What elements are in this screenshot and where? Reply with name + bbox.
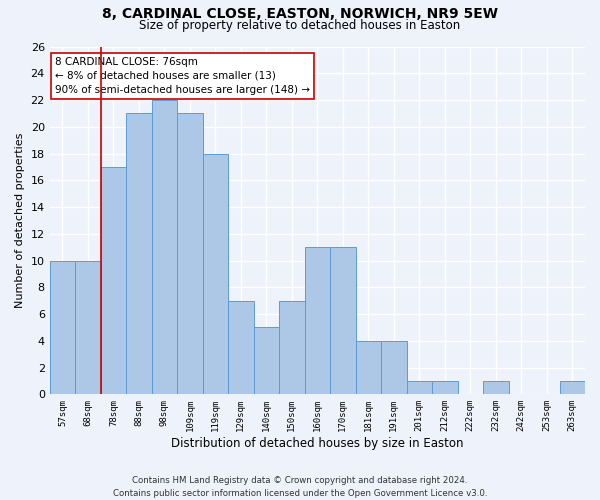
Bar: [356, 341, 381, 394]
Bar: [152, 100, 177, 394]
Bar: [305, 247, 330, 394]
Text: 8 CARDINAL CLOSE: 76sqm
← 8% of detached houses are smaller (13)
90% of semi-det: 8 CARDINAL CLOSE: 76sqm ← 8% of detached…: [55, 57, 310, 95]
Bar: [432, 381, 458, 394]
Bar: [330, 247, 356, 394]
Bar: [483, 381, 509, 394]
Bar: [407, 381, 432, 394]
Y-axis label: Number of detached properties: Number of detached properties: [15, 132, 25, 308]
Bar: [381, 341, 407, 394]
Bar: [177, 114, 203, 394]
Bar: [203, 154, 228, 394]
Bar: [560, 381, 585, 394]
Bar: [279, 300, 305, 394]
Bar: [50, 260, 75, 394]
Bar: [126, 114, 152, 394]
Bar: [228, 300, 254, 394]
Text: 8, CARDINAL CLOSE, EASTON, NORWICH, NR9 5EW: 8, CARDINAL CLOSE, EASTON, NORWICH, NR9 …: [102, 8, 498, 22]
Text: Contains HM Land Registry data © Crown copyright and database right 2024.
Contai: Contains HM Land Registry data © Crown c…: [113, 476, 487, 498]
Bar: [101, 167, 126, 394]
Bar: [254, 328, 279, 394]
Bar: [75, 260, 101, 394]
X-axis label: Distribution of detached houses by size in Easton: Distribution of detached houses by size …: [171, 437, 464, 450]
Text: Size of property relative to detached houses in Easton: Size of property relative to detached ho…: [139, 19, 461, 32]
